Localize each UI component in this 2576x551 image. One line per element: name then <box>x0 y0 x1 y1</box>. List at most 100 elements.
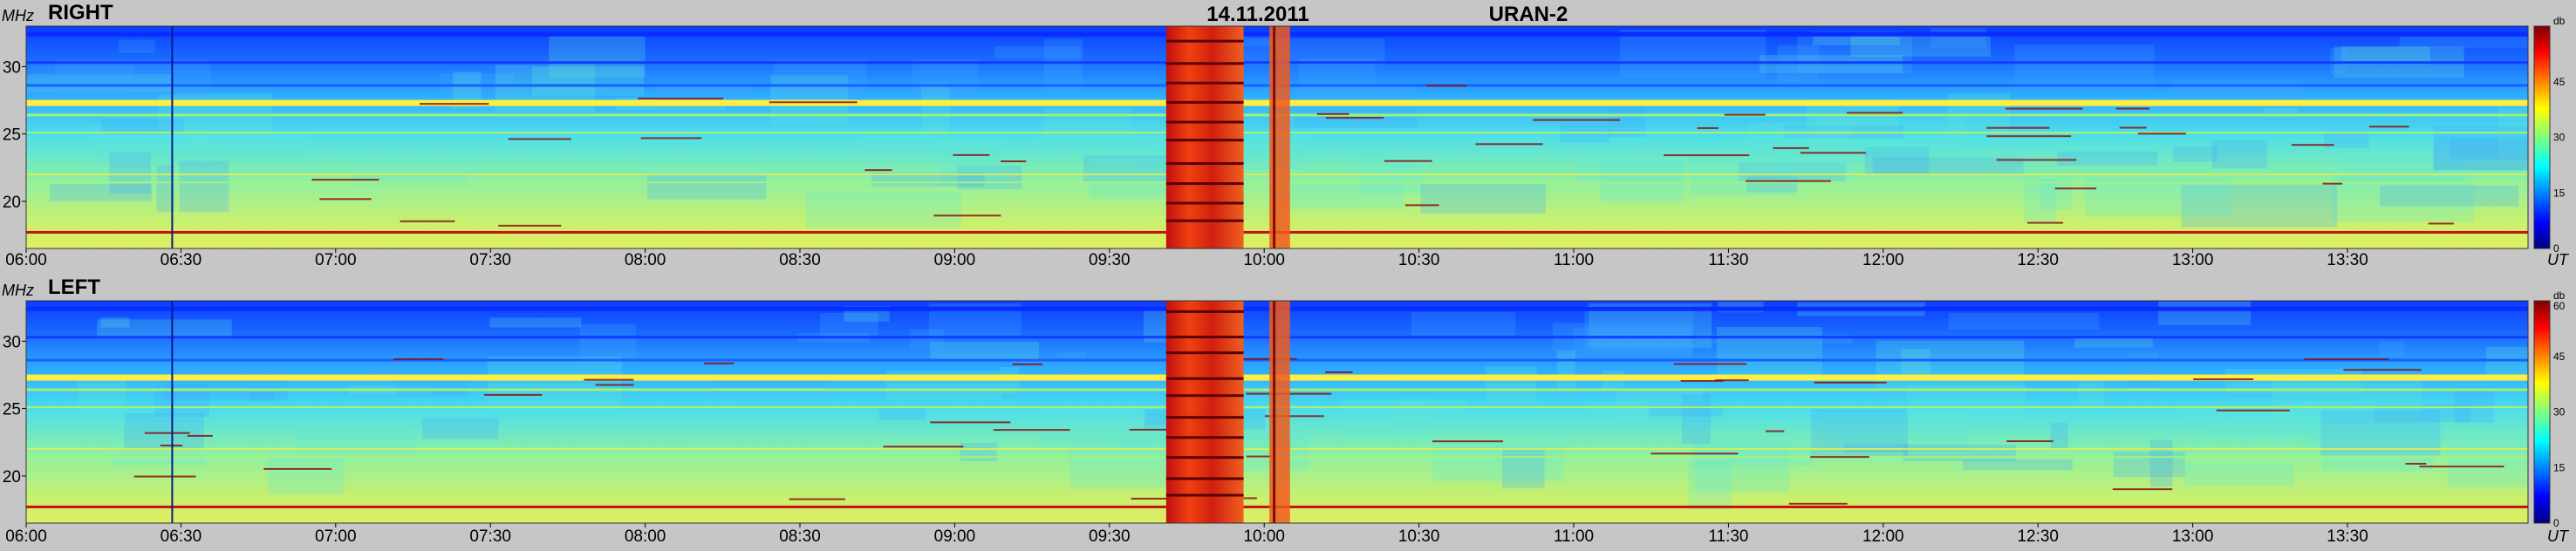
texture-patch <box>646 173 767 200</box>
x-tick-label: 10:00 <box>1243 251 1285 269</box>
colorbar <box>2533 25 2551 249</box>
signal-dash <box>2428 222 2454 225</box>
burst-striation <box>1165 310 1244 313</box>
texture-patch <box>2321 421 2434 472</box>
x-tick-label: 12:00 <box>1862 251 1904 269</box>
signal-dash <box>1810 456 1869 459</box>
signal-dash <box>930 421 1011 424</box>
texture-patch <box>2184 463 2294 486</box>
texture-patch <box>1872 157 2024 175</box>
panel-right: RIGHT MHz UT 20 25 30 06:00 06:30 07:00 07:30 08:0… <box>2 1 2570 269</box>
texture-patch <box>1903 445 2016 462</box>
signal-dash <box>1426 85 1467 87</box>
texture-patch <box>2211 140 2268 169</box>
texture-patch <box>50 183 153 201</box>
colorbar-tick-label: 45 <box>2553 350 2566 363</box>
x-tick-label: 10:00 <box>1243 527 1285 546</box>
texture-patch <box>2272 378 2422 424</box>
panel-name: RIGHT <box>48 1 113 24</box>
burst-striation <box>1165 81 1244 85</box>
x-tick-label: 09:00 <box>934 527 976 546</box>
signal-dash <box>883 446 964 448</box>
texture-patch <box>2485 346 2528 379</box>
x-tick-label: 07:30 <box>469 527 511 546</box>
texture-patch <box>531 66 644 96</box>
texture-patch <box>1289 182 1404 209</box>
burst-striation <box>1165 493 1244 497</box>
x-tick-label: 08:00 <box>625 251 666 269</box>
signal-dash <box>953 153 990 156</box>
burst-striation <box>1165 139 1244 142</box>
signal-dash <box>2027 221 2064 224</box>
signal-dash <box>2054 187 2097 190</box>
signal-dash <box>1432 440 1504 443</box>
texture-patch <box>1584 305 1694 357</box>
texture-patch <box>487 357 622 410</box>
signal-dash <box>2137 133 2186 135</box>
texture-patch <box>164 361 288 401</box>
signal-dash <box>584 378 634 381</box>
texture-patch <box>268 457 345 495</box>
texture-patch <box>1502 447 1545 489</box>
texture-patch <box>55 60 212 98</box>
x-tick-label: 09:30 <box>1089 251 1131 269</box>
x-tick-label: 06:00 <box>5 527 47 546</box>
texture-patch <box>97 319 232 339</box>
signal-dash <box>2405 462 2427 465</box>
signal-dash <box>1325 371 1353 374</box>
texture-patch <box>921 83 950 131</box>
texture-patch <box>994 46 1081 58</box>
signal-dash <box>1650 452 1739 455</box>
texture-patch <box>1615 391 1704 419</box>
texture-patch <box>1116 439 1152 450</box>
signal-dash <box>704 362 735 364</box>
x-tick-label: 13:00 <box>2172 251 2214 269</box>
signal-dash <box>1814 381 1887 384</box>
signal-dash <box>1316 112 1349 115</box>
signal-dash <box>1129 428 1174 431</box>
texture-patch <box>77 377 126 430</box>
burst-striation <box>1165 351 1244 355</box>
signal-dash <box>2343 369 2422 371</box>
texture-patch <box>296 414 415 453</box>
solar-burst-block <box>1165 301 1244 523</box>
texture-patch <box>1930 28 1986 48</box>
texture-patch <box>2204 424 2320 438</box>
texture-patch <box>1341 399 1431 437</box>
signal-dash <box>1846 112 1903 114</box>
x-tick-label: 08:30 <box>779 251 821 269</box>
x-tick-label: 12:00 <box>1862 527 1904 546</box>
signal-dashes <box>311 85 2454 227</box>
signal-dash <box>1766 430 1785 432</box>
texture-patch <box>1717 326 1823 377</box>
texture-patch <box>1294 86 1418 128</box>
signal-dash <box>1680 379 1724 382</box>
texture-patch <box>2380 185 2519 207</box>
x-unit-label: UT <box>2547 251 2570 269</box>
signal-dash <box>1986 126 2050 129</box>
y-unit-label: MHz <box>2 7 34 24</box>
x-tick-label: 06:30 <box>161 251 202 269</box>
signal-dash <box>933 214 1001 217</box>
signal-dash <box>311 179 379 181</box>
signal-dash <box>1325 117 1384 119</box>
solar-burst-block <box>1165 26 1244 248</box>
x-tick-label: 13:30 <box>2327 251 2368 269</box>
burst-striation <box>1273 26 1276 248</box>
signal-dash <box>2193 378 2254 381</box>
signal-dash <box>187 434 213 437</box>
burst-striation <box>1165 201 1244 205</box>
x-tick-label: 10:30 <box>1398 251 1440 269</box>
texture-patch <box>2050 423 2068 450</box>
signal-dash <box>769 101 858 104</box>
texture-patch <box>1864 146 1930 174</box>
burst-striation <box>1165 182 1244 186</box>
texture-patch <box>1619 30 1766 78</box>
texture-patch <box>1688 462 1732 510</box>
burst-striation <box>1165 219 1244 222</box>
x-unit-label: UT <box>2547 527 2570 545</box>
texture-patch <box>549 35 646 78</box>
texture-patch <box>1485 366 1537 403</box>
texture-patch <box>820 313 878 338</box>
signal-dash <box>508 138 571 140</box>
